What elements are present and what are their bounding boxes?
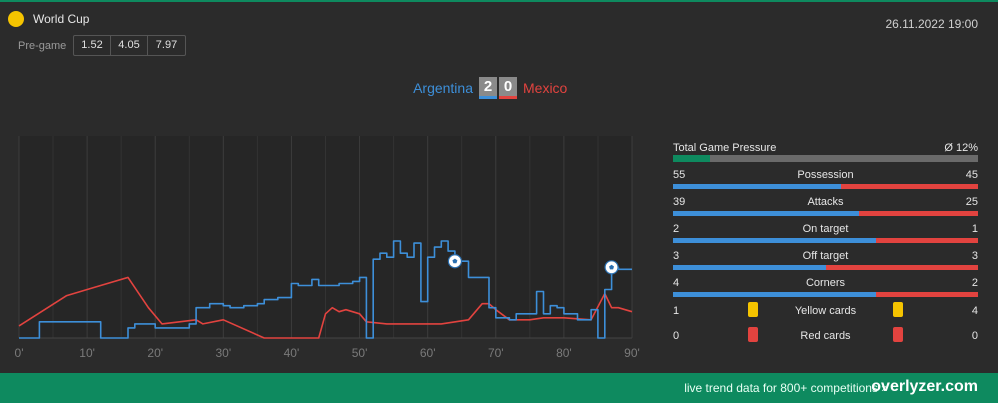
footer-text: live trend data for 800+ competitions » [684,381,888,395]
card-type-label: Red cards [800,330,851,342]
x-tick-label: 10' [79,346,95,360]
competition-name[interactable]: World Cup [33,12,90,26]
stat-bar-away [876,238,978,243]
stat-bar [673,238,978,243]
x-tick-label: 30' [216,346,232,360]
card-away-value: 4 [971,305,978,317]
stat-bar [673,292,978,297]
stat-bar [673,211,978,216]
home-team-name[interactable]: Argentina [413,80,473,96]
stat-home-value: 3 [673,250,680,262]
stat-home-value: 2 [673,223,680,235]
total-pressure-bar [673,155,978,162]
odds-away[interactable]: 7.97 [155,39,178,51]
stat-away-value: 3 [971,250,978,262]
odds-draw[interactable]: 4.05 [111,36,148,55]
footer-banner: live trend data for 800+ competitions » … [0,373,998,403]
stat-home-value: 39 [673,196,686,208]
stat-home-value: 4 [673,277,680,289]
stat-bar-home [673,238,877,243]
x-tick-label: 0' [15,346,24,360]
stat-bar [673,184,978,189]
series-line-mexico [18,276,633,339]
yellow-card-icon [748,302,758,317]
total-pressure-row: Total Game Pressure Ø 12% [673,139,978,166]
card-away-value: 0 [971,330,978,342]
stat-row-attacks: 39 Attacks 25 [673,193,978,220]
stats-panel: Total Game Pressure Ø 12% 55 Possession 45… [673,139,978,351]
stat-bar-away [876,292,978,297]
stat-bar-home [673,184,841,189]
card-home-value: 0 [673,330,680,342]
competition-icon [8,11,24,27]
match-datetime: 26.11.2022 19:00 [885,17,978,31]
pregame-odds: 1.52 4.05 7.97 [73,35,186,56]
x-tick-label: 40' [284,346,300,360]
stat-bar [673,265,978,270]
stat-name: Attacks [807,196,844,208]
card-home-value: 1 [673,305,680,317]
stat-away-value: 45 [965,169,978,181]
stat-bar-home [673,292,877,297]
x-tick-label: 90' [624,346,640,360]
x-tick-label: 80' [556,346,572,360]
red-card-icon [893,327,903,342]
stat-away-value: 25 [965,196,978,208]
stat-name: Off target [802,250,849,262]
stat-row-possession: 55 Possession 45 [673,166,978,193]
stat-bar-away [858,211,978,216]
stat-home-value: 55 [673,169,686,181]
away-team-name[interactable]: Mexico [523,80,568,96]
stat-name: On target [802,223,849,235]
pregame-label: Pre-game [18,40,67,52]
total-pressure-label: Total Game Pressure [673,142,777,154]
x-tick-label: 50' [352,346,368,360]
stat-bar-away [840,184,978,189]
football-icon [604,260,619,275]
brand-logo[interactable]: overlyzer.com [871,378,978,395]
stat-row-on-target: 2 On target 1 [673,220,978,247]
x-tick-label: 70' [488,346,504,360]
stat-bar-away [825,265,978,270]
stat-name: Possession [797,169,854,181]
stat-row-red-cards: 0 Red cards 0 [673,326,978,351]
total-pressure-value: Ø 12% [944,142,978,154]
stat-away-value: 2 [971,277,978,289]
pressure-trend-chart: 0' 10' 20' 30' 40' 50' 60' 70' 80' 90' [15,136,640,360]
x-tick-label: 20' [147,346,163,360]
home-score: 2 [479,77,497,99]
stat-bar-home [673,211,859,216]
stat-bar-home [673,265,826,270]
football-icon [447,254,463,269]
top-accent-line [0,0,998,2]
stat-row-corners: 4 Corners 2 [673,274,978,301]
card-type-label: Yellow cards [794,305,857,317]
stat-row-yellow-cards: 1 Yellow cards 4 [673,301,978,326]
x-tick-label: 60' [420,346,436,360]
away-score: 0 [499,77,517,99]
stat-away-value: 1 [971,223,978,235]
stat-row-off-target: 3 Off target 3 [673,247,978,274]
scoreline: Argentina 2 0 Mexico [0,75,998,103]
total-pressure-fill [673,155,710,162]
odds-home[interactable]: 1.52 [74,36,111,55]
series-line-argentina [19,240,632,339]
stat-name: Corners [805,277,846,289]
yellow-card-icon [893,302,903,317]
red-card-icon [748,327,758,342]
